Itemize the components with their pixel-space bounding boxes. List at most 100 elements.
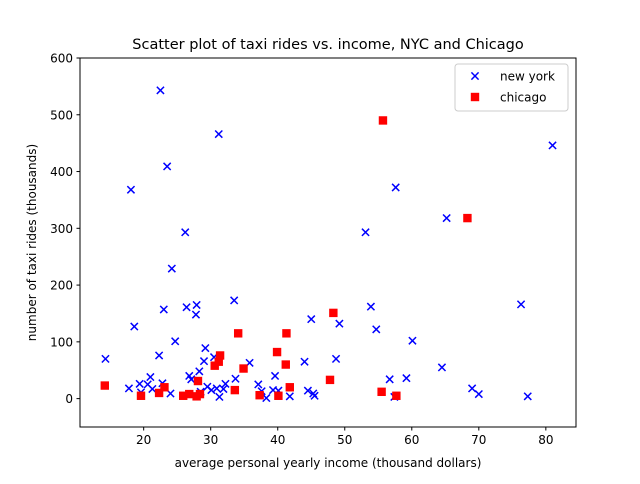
data-point-chicago — [329, 308, 338, 318]
data-point-new-york — [154, 351, 164, 360]
y-axis-label: number of taxi rides (thousands) — [25, 144, 39, 341]
data-point-new-york-stroke — [191, 310, 201, 319]
data-point-new-york — [442, 213, 451, 223]
data-point-chicago — [233, 329, 243, 338]
data-point-new-york-stroke — [335, 319, 344, 328]
data-point-new-york-stroke — [303, 386, 313, 395]
data-point-chicago — [378, 116, 388, 125]
x-axis: 20 30 40 50 60 70 80 — [136, 427, 553, 447]
data-point-new-york-stroke — [201, 343, 210, 353]
legend-label-new-york: new york — [500, 70, 555, 84]
data-point-chicago — [239, 364, 248, 373]
data-point-new-york — [171, 337, 180, 346]
data-point-new-york — [195, 367, 204, 376]
data-point-new-york — [156, 86, 165, 95]
data-point-chicago — [255, 391, 264, 400]
data-point-new-york-stroke — [192, 300, 201, 310]
data-point-new-york — [214, 129, 223, 139]
data-point-new-york-stroke — [154, 351, 164, 360]
data-point-chicago — [377, 387, 386, 397]
data-point-new-york — [207, 385, 216, 395]
data-point-new-york — [408, 336, 417, 345]
data-point-new-york — [335, 319, 344, 328]
x-tick-label: 80 — [538, 433, 553, 447]
data-point-chicago — [325, 375, 335, 385]
data-point-new-york-stroke — [402, 374, 411, 383]
series-new-york — [101, 86, 557, 403]
data-point-new-york-stroke — [212, 384, 221, 393]
data-point-new-york-stroke — [124, 384, 134, 393]
legend-box — [454, 63, 569, 112]
data-point-new-york-stroke — [171, 337, 180, 346]
y-tick-label: 500 — [50, 108, 73, 122]
data-point-new-york-stroke — [187, 375, 196, 384]
data-point-new-york — [437, 363, 447, 372]
data-point-new-york — [385, 375, 394, 384]
data-point-new-york — [548, 141, 557, 150]
data-point-new-york-stroke — [207, 385, 216, 395]
data-point-new-york — [270, 371, 280, 381]
data-point-new-york — [523, 392, 532, 401]
data-point-new-york-stroke — [548, 141, 557, 150]
y-tick-label: 300 — [50, 222, 73, 236]
y-axis: 0 100 200 300 400 500 600 — [50, 52, 80, 406]
y-tick-label: 0 — [65, 392, 73, 406]
data-point-new-york — [135, 379, 144, 388]
data-point-new-york — [146, 372, 155, 382]
data-point-new-york-stroke — [159, 305, 168, 314]
data-point-new-york — [163, 162, 172, 171]
data-point-new-york-stroke — [270, 371, 280, 381]
data-point-new-york-stroke — [214, 129, 223, 139]
data-point-chicago — [193, 376, 203, 386]
data-point-new-york — [361, 228, 370, 237]
data-point-new-york-stroke — [182, 303, 191, 312]
data-point-new-york-stroke — [408, 336, 417, 345]
data-point-new-york-stroke — [474, 389, 483, 399]
data-point-new-york-stroke — [199, 357, 209, 366]
data-point-new-york — [331, 354, 341, 364]
data-point-new-york-stroke — [163, 162, 172, 171]
data-point-new-york-stroke — [146, 372, 155, 382]
data-point-new-york-stroke — [101, 354, 110, 364]
data-point-new-york-stroke — [219, 384, 228, 394]
data-point-new-york — [221, 379, 230, 388]
data-point-new-york — [516, 300, 526, 309]
data-point-new-york — [192, 300, 201, 310]
data-point-chicago — [179, 391, 188, 400]
data-point-new-york — [219, 384, 228, 394]
data-point-new-york-stroke — [156, 86, 165, 95]
data-point-new-york — [199, 357, 209, 366]
data-point-new-york-stroke — [185, 371, 194, 381]
data-point-new-york-stroke — [166, 389, 175, 398]
y-tick-label: 100 — [50, 335, 73, 349]
series-chicago — [100, 116, 472, 401]
x-tick-label: 40 — [270, 433, 285, 447]
data-point-new-york-stroke — [254, 380, 263, 389]
data-point-new-york-stroke — [203, 382, 212, 391]
data-point-new-york — [148, 384, 157, 394]
data-point-new-york-stroke — [523, 392, 532, 401]
data-point-new-york-stroke — [442, 213, 451, 223]
data-point-new-york — [254, 380, 263, 389]
x-tick-label: 50 — [337, 433, 352, 447]
data-point-chicago — [281, 360, 290, 369]
data-point-new-york — [215, 392, 224, 402]
data-point-new-york — [126, 185, 136, 194]
data-point-new-york-stroke — [331, 354, 341, 364]
data-point-new-york — [303, 386, 313, 395]
legend-marker-new-york-stroke — [470, 71, 480, 81]
legend-marker-new-york — [470, 71, 480, 81]
x-tick-label: 30 — [203, 433, 218, 447]
data-point-new-york — [159, 305, 168, 314]
data-point-new-york-stroke — [300, 357, 309, 366]
data-point-new-york — [187, 375, 196, 384]
data-point-new-york — [366, 302, 376, 311]
legend-marker-chicago — [470, 92, 480, 102]
plot-area — [100, 86, 557, 403]
data-point-new-york — [201, 343, 210, 353]
data-point-new-york-stroke — [262, 393, 271, 403]
data-point-new-york — [285, 392, 294, 401]
data-point-new-york-stroke — [126, 185, 136, 194]
data-point-new-york — [402, 374, 411, 383]
